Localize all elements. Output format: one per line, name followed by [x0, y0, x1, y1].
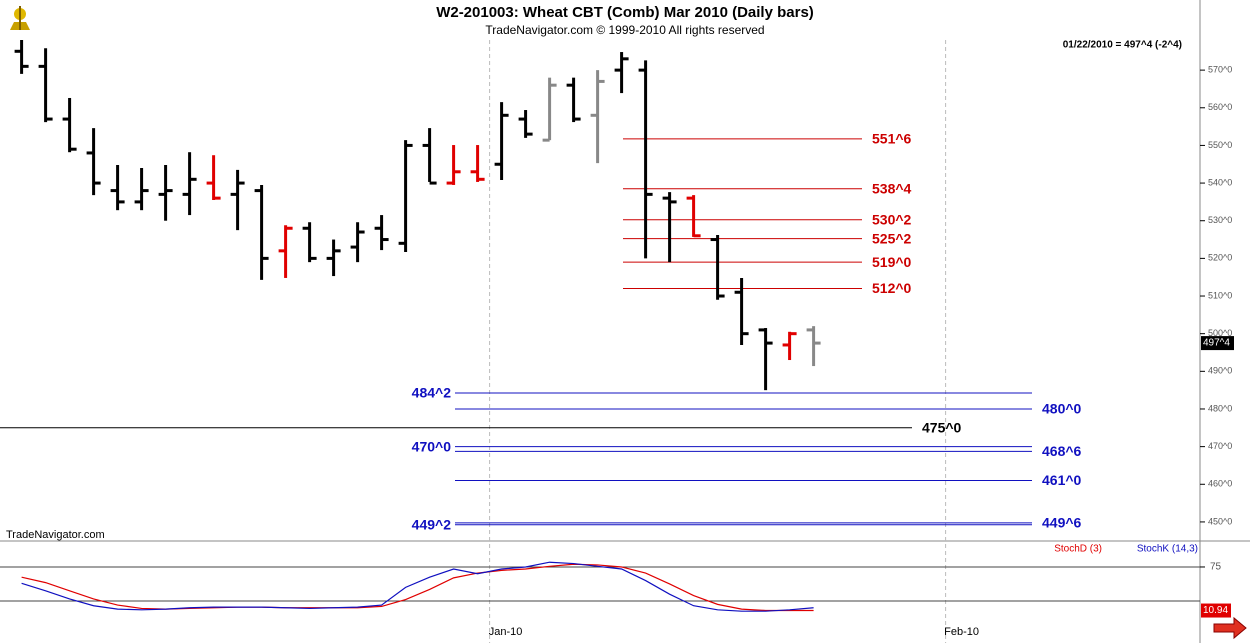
level-label: 475^0 [922, 420, 962, 436]
y-tick-label: 540^0 [1208, 177, 1232, 187]
level-label: 519^0 [872, 254, 912, 270]
level-label: 480^0 [1042, 401, 1082, 417]
logo [10, 6, 30, 30]
y-tick-label: 500^0 [1208, 328, 1232, 338]
y-tick-label: 560^0 [1208, 102, 1232, 112]
level-label: 468^6 [1042, 443, 1082, 459]
y-tick-label: 520^0 [1208, 253, 1232, 263]
watermark: TradeNavigator.com [6, 529, 105, 541]
y-tick-label: 490^0 [1208, 366, 1232, 376]
level-label: 530^2 [872, 211, 912, 227]
y-tick-label: 75 [1210, 562, 1222, 573]
level-label: 461^0 [1042, 472, 1082, 488]
y-tick-label: 480^0 [1208, 403, 1232, 413]
level-label: 525^2 [872, 230, 912, 246]
level-label: 512^0 [872, 280, 912, 296]
scroll-arrow[interactable] [1213, 616, 1247, 640]
last-price-box [1201, 336, 1234, 351]
level-label: 449^6 [1042, 515, 1082, 531]
stoch-line [21, 561, 814, 612]
y-tick-label: 470^0 [1208, 441, 1232, 451]
legend-entry: StochK (14,3) [1137, 544, 1198, 555]
stoch-line [21, 563, 814, 612]
y-tick-label: 550^0 [1208, 140, 1232, 150]
x-tick-label: Feb-10 [944, 626, 979, 638]
y-tick-label: 450^0 [1208, 516, 1232, 526]
chart-subtitle: TradeNavigator.com © 1999-2010 All right… [485, 23, 764, 37]
level-label: 470^0 [412, 438, 452, 454]
price-info: 01/22/2010 = 497^4 (-2^4) [1063, 40, 1182, 51]
y-tick-label: 530^0 [1208, 215, 1232, 225]
last-value-box [1201, 603, 1231, 618]
level-label: 449^2 [412, 516, 452, 532]
level-label: 484^2 [412, 385, 452, 401]
chart-title: W2-201003: Wheat CBT (Comb) Mar 2010 (Da… [436, 4, 814, 21]
level-label: 551^6 [872, 131, 912, 147]
last-value-label: 10.94 [1203, 605, 1228, 616]
y-tick-label: 460^0 [1208, 479, 1232, 489]
last-price-label: 497^4 [1203, 338, 1230, 349]
legend-entry: StochD (3) [1054, 544, 1102, 555]
level-label: 538^4 [872, 180, 912, 196]
y-tick-label: 510^0 [1208, 290, 1232, 300]
y-tick-label: 570^0 [1208, 64, 1232, 74]
x-tick-label: Jan-10 [489, 626, 523, 638]
